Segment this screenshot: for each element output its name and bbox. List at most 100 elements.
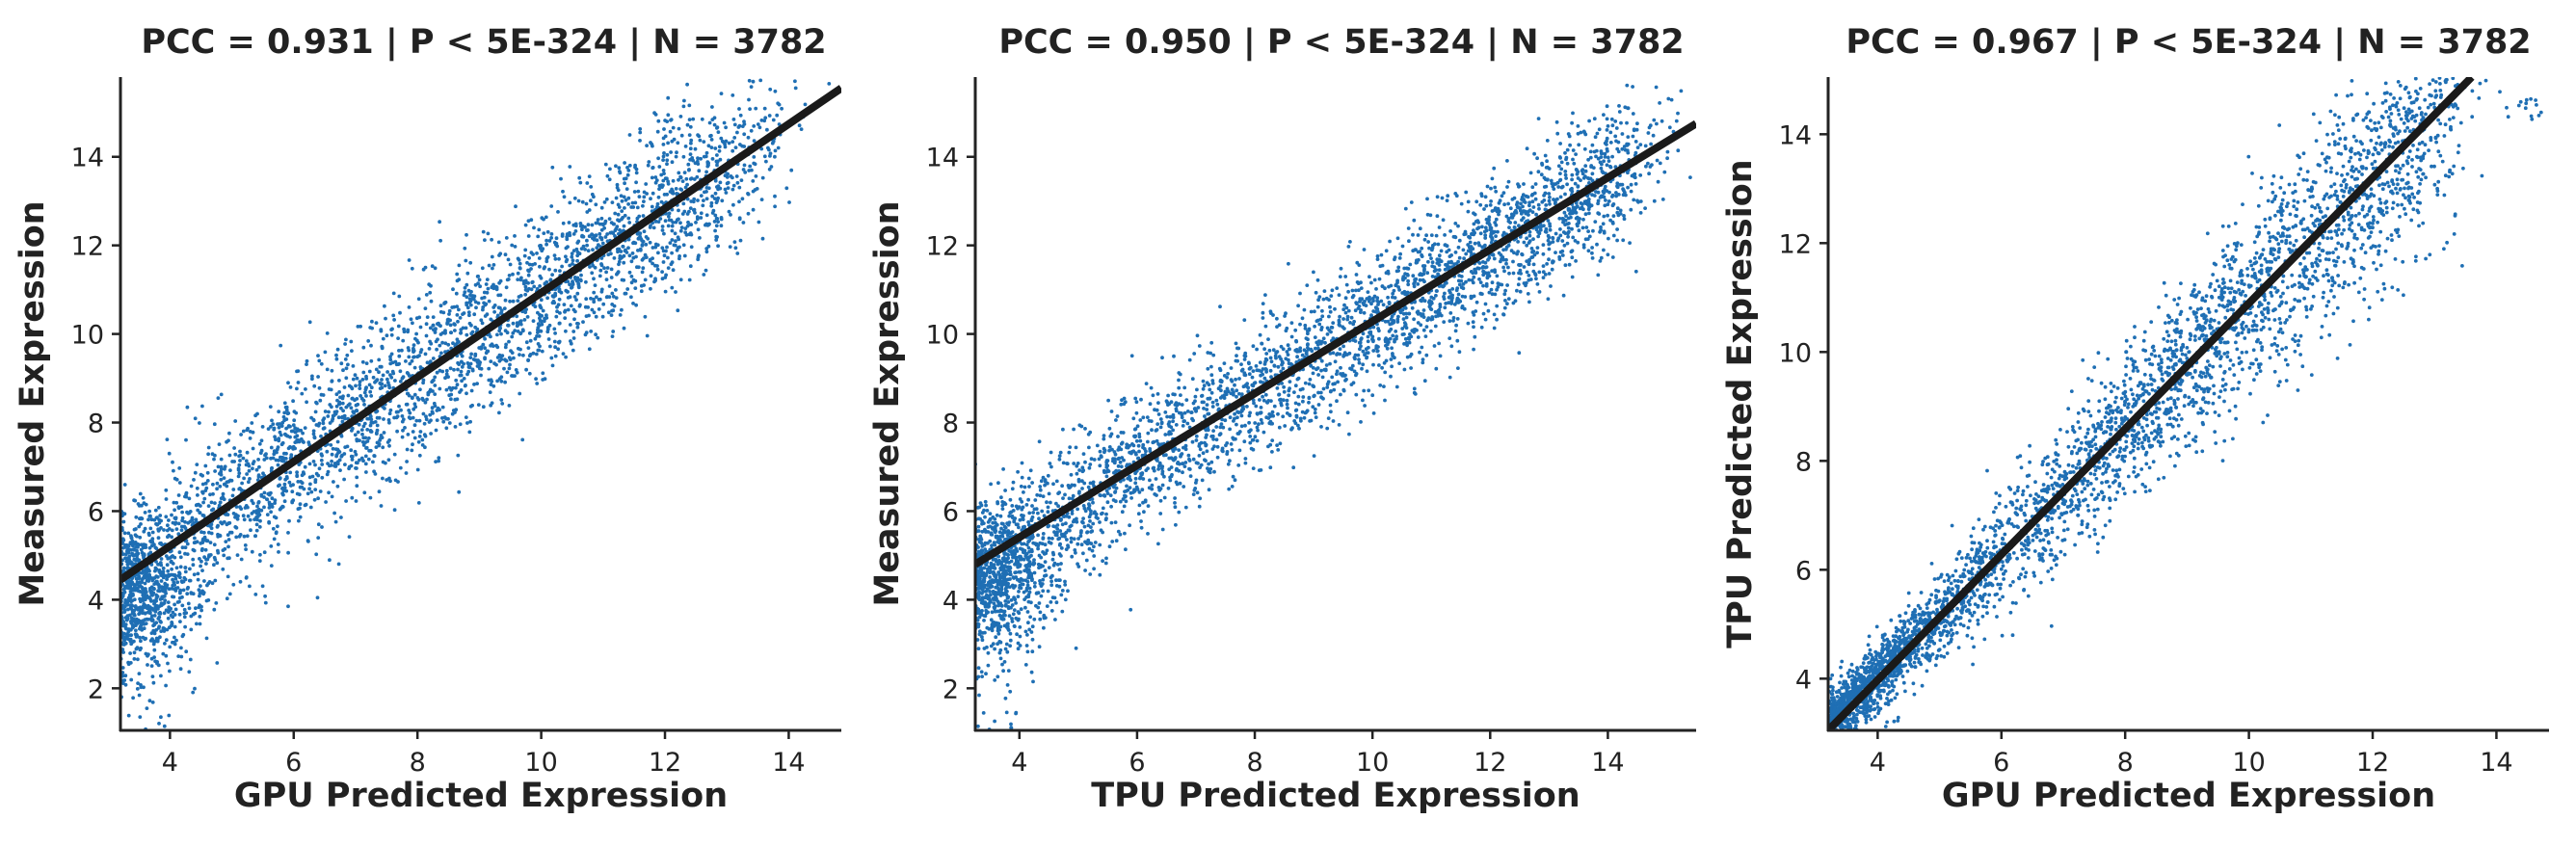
- data-point: [1027, 628, 1031, 632]
- data-point: [550, 232, 554, 236]
- data-point: [124, 642, 128, 646]
- data-point: [778, 103, 782, 107]
- data-point: [372, 469, 376, 473]
- data-point: [165, 497, 169, 501]
- data-point: [327, 410, 331, 414]
- data-point: [440, 370, 444, 374]
- data-point: [625, 251, 629, 254]
- data-point: [378, 438, 382, 442]
- data-point: [544, 280, 548, 284]
- data-point: [186, 586, 190, 590]
- data-point: [159, 715, 163, 719]
- data-point: [562, 352, 566, 356]
- data-point: [644, 315, 648, 319]
- data-point: [434, 329, 438, 332]
- data-point: [415, 339, 419, 343]
- data-point: [128, 651, 132, 655]
- data-point: [412, 356, 416, 359]
- data-point: [1015, 559, 1019, 563]
- data-point: [613, 212, 617, 216]
- data-point: [179, 555, 183, 559]
- data-point: [226, 575, 230, 579]
- data-point: [177, 600, 181, 604]
- data-point: [1408, 263, 1412, 267]
- data-point: [348, 402, 352, 406]
- data-point: [605, 295, 609, 299]
- x-tick-label: 14: [772, 748, 805, 778]
- data-point: [436, 409, 439, 412]
- data-point: [651, 176, 654, 180]
- data-point: [151, 674, 155, 678]
- data-point: [326, 473, 330, 477]
- data-point: [610, 303, 614, 306]
- data-point: [985, 626, 989, 630]
- data-point: [564, 356, 568, 359]
- data-point: [980, 635, 984, 639]
- data-point: [732, 136, 736, 140]
- data-point: [230, 479, 234, 483]
- data-point: [1009, 632, 1013, 636]
- data-point: [705, 197, 709, 200]
- data-point: [424, 266, 428, 270]
- data-point: [571, 349, 575, 353]
- data-point: [342, 452, 346, 456]
- data-point: [715, 161, 719, 165]
- data-point: [407, 356, 411, 359]
- data-point: [686, 123, 690, 127]
- data-point: [261, 584, 265, 588]
- data-point: [342, 478, 346, 482]
- data-point: [199, 584, 202, 588]
- data-point: [417, 297, 421, 301]
- data-point: [213, 422, 217, 426]
- data-point: [595, 315, 598, 319]
- data-point: [713, 220, 717, 224]
- data-point: [449, 324, 453, 328]
- data-point: [408, 362, 412, 366]
- data-point: [456, 454, 460, 458]
- data-point: [439, 352, 443, 356]
- data-point: [679, 188, 683, 192]
- data-point: [304, 387, 307, 391]
- data-point: [465, 333, 468, 337]
- data-point: [213, 454, 217, 458]
- data-point: [596, 336, 599, 340]
- data-point: [537, 322, 541, 326]
- data-point: [1038, 579, 1042, 583]
- data-point: [293, 410, 297, 413]
- data-point: [253, 593, 257, 596]
- data-point: [636, 206, 640, 210]
- data-point: [718, 145, 722, 148]
- data-point: [209, 541, 213, 544]
- data-point: [732, 118, 736, 121]
- data-point: [198, 511, 201, 515]
- data-point: [183, 520, 187, 524]
- data-point: [1031, 624, 1035, 628]
- data-point: [594, 283, 598, 287]
- data-point: [1439, 355, 1443, 358]
- data-point: [428, 347, 432, 351]
- data-point: [324, 351, 328, 355]
- data-point: [662, 151, 666, 155]
- data-point: [299, 486, 303, 489]
- data-point: [458, 264, 462, 268]
- data-point: [1027, 555, 1031, 559]
- data-point: [299, 516, 303, 519]
- data-point: [666, 96, 670, 100]
- data-point: [363, 436, 367, 440]
- data-point: [265, 498, 269, 502]
- data-point: [380, 386, 384, 390]
- data-point: [358, 386, 361, 390]
- data-point: [519, 294, 523, 298]
- data-point: [384, 384, 387, 388]
- data-point: [677, 257, 681, 261]
- data-point: [729, 245, 732, 249]
- data-point: [739, 114, 743, 118]
- data-point: [173, 556, 176, 560]
- data-point: [138, 715, 142, 719]
- data-point: [334, 520, 338, 524]
- data-point: [1320, 314, 1324, 318]
- data-point: [277, 410, 280, 413]
- data-point: [125, 603, 129, 607]
- data-point: [330, 380, 333, 383]
- data-point: [226, 438, 230, 442]
